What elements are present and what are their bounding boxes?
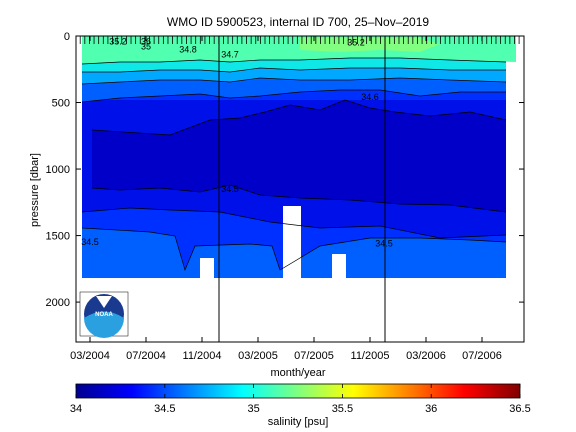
colorbar-tick-label: 34	[70, 403, 82, 415]
x-tick-label: 03/2006	[406, 350, 446, 362]
y-tick-label: 2000	[46, 297, 70, 309]
contour-label: 35.2	[347, 38, 365, 48]
contour-label: 35.2	[109, 36, 127, 46]
salinity-band-34-5	[82, 228, 506, 278]
colorbar-gradient	[75, 383, 521, 399]
x-tick-label: 11/2005	[351, 350, 390, 362]
contour-line	[91, 184, 507, 213]
x-axis-label: month/year	[270, 367, 325, 379]
contour-line	[81, 57, 507, 65]
colorbar-tick-label: 35.5	[332, 403, 353, 415]
contour-line	[81, 77, 507, 85]
no-data-region	[82, 278, 512, 342]
y-tick-label: 1000	[46, 164, 70, 176]
x-tick-label: 07/2004	[126, 350, 166, 362]
x-tick-label: 07/2006	[462, 350, 502, 362]
x-tick-label: 03/2005	[238, 350, 278, 362]
x-axis: 03/2004 07/2004 11/2004 03/2005 07/2005 11/20…	[70, 36, 502, 362]
contour-line	[81, 207, 507, 239]
profile-ticks	[79, 36, 520, 44]
x-tick-label: 11/2004	[183, 350, 222, 362]
colorbar-label: salinity [psu]	[268, 416, 329, 428]
contour-line	[81, 89, 506, 103]
contour-line	[91, 99, 507, 136]
contour-label: 34.8	[179, 44, 197, 54]
contour-label: 34.5	[375, 239, 393, 249]
data-gap	[200, 258, 214, 280]
contour-line	[82, 67, 506, 73]
salinity-field	[82, 36, 524, 342]
plot-frame	[75, 35, 525, 343]
y-tick-label: 1500	[46, 231, 70, 243]
no-data-region	[506, 92, 524, 342]
contour-label: 36	[141, 36, 151, 46]
contour-lines	[81, 57, 507, 272]
noaa-logo-icon: NOAA	[79, 291, 129, 338]
contour-label: 34.5	[81, 237, 99, 247]
y-tick-label: 500	[52, 98, 70, 110]
noaa-logo-text: NOAA	[95, 312, 113, 318]
data-gap	[283, 206, 301, 280]
data-gap	[332, 254, 346, 280]
y-axis: 0 500 1000 1500 2000	[46, 31, 524, 309]
chart-title: WMO ID 5900523, internal ID 700, 25–Nov–…	[167, 15, 429, 29]
colorbar-tick-label: 36	[425, 403, 437, 415]
salinity-band-34-2	[92, 100, 506, 212]
contour-label: 34.6	[361, 92, 379, 102]
colorbar-tick-label: 36.5	[509, 403, 530, 415]
contour-line	[81, 227, 507, 272]
colorbar-tick-label: 35	[247, 403, 259, 415]
x-tick-label: 07/2005	[294, 350, 334, 362]
y-tick-label: 0	[64, 31, 70, 43]
salinity-band-35-2	[300, 38, 440, 52]
contour-label: 34.7	[221, 50, 239, 60]
colorbar: 34 34.5 35 35.5 36 36.5 salinity [psu]	[70, 383, 531, 428]
y-axis-label: pressure [dbar]	[29, 153, 41, 227]
colorbar-tick-label: 34.5	[154, 403, 175, 415]
contour-label: 34.5	[221, 184, 239, 194]
x-tick-label: 03/2004	[70, 350, 110, 362]
colorbar-ticks: 34 34.5 35 35.5 36 36.5	[70, 384, 531, 415]
contour-label: 35	[141, 42, 151, 52]
